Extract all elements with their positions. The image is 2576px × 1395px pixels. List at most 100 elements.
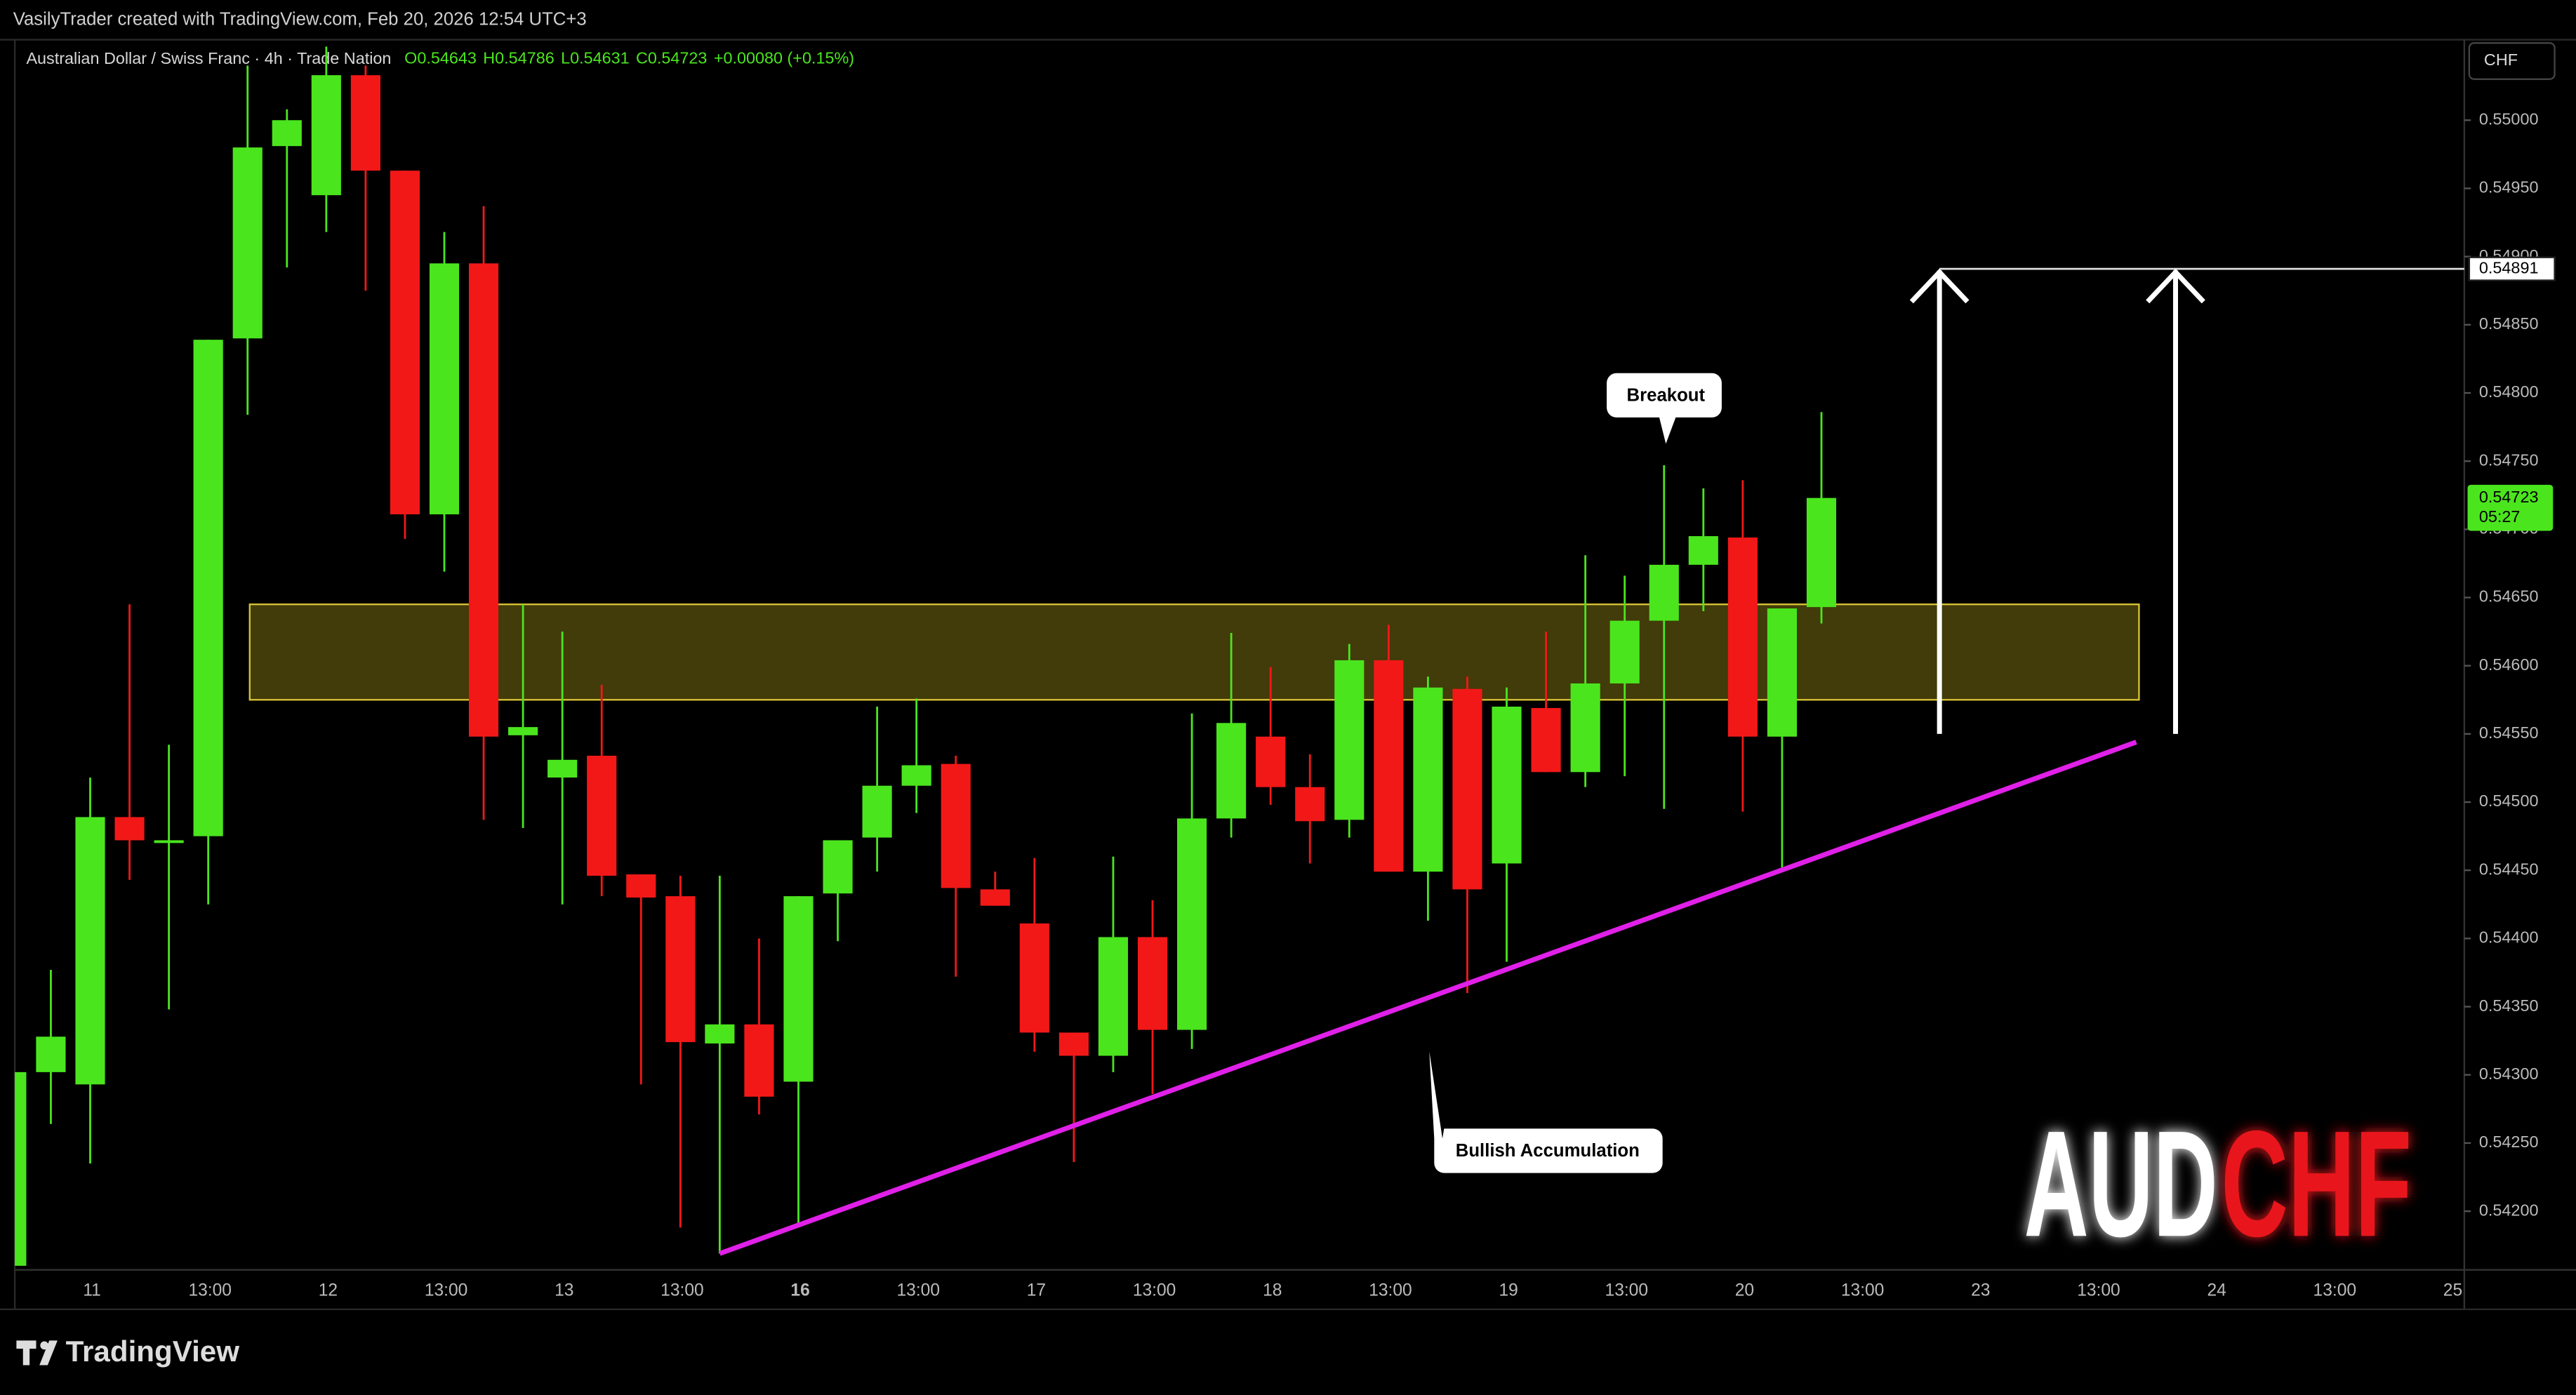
y-tick-label: 0.54550 [2479,723,2539,742]
candle-body [941,763,971,888]
x-tick-label: 25 [2443,1281,2462,1300]
change: +0.00080 (+0.15%) [714,49,854,67]
x-tick-label: 13:00 [1841,1281,1884,1300]
y-tick-label: 0.54200 [2479,1201,2539,1219]
x-tick-label: 18 [1263,1281,1282,1300]
y-tick-label: 0.54950 [2479,178,2539,196]
x-tick-label: 23 [1971,1281,1990,1300]
x-tick-label: 20 [1735,1281,1754,1300]
watermark-quote: CHF [2221,1099,2412,1268]
candle-body [1609,620,1640,683]
currency-box[interactable] [2468,42,2556,80]
y-tick-label: 0.54450 [2479,860,2539,878]
x-tick-label: 13:00 [1605,1281,1648,1300]
last-price-box [2467,484,2554,531]
x-tick-label: 12 [319,1281,338,1300]
candle-body [114,817,145,841]
candle-body [1688,536,1718,565]
brand: TradingView [66,1335,240,1368]
callout [1429,1051,1663,1173]
candle-body [783,896,814,1082]
candle-body [1492,707,1522,864]
candle-body [390,171,420,514]
y-tick-label: 0.54800 [2479,382,2539,401]
ohlc-value: H0.54786 [483,49,554,67]
x-tick-label: 13:00 [189,1281,232,1300]
y-tick-label: 0.54400 [2479,928,2539,947]
candle-body [1019,923,1049,1033]
watermark-base: AUD [2024,1099,2218,1268]
y-tick-label: 0.54850 [2479,314,2539,333]
candle-body [1767,608,1797,737]
candle-body [75,817,105,1085]
currency: CHF [2484,51,2518,69]
candle-body [1137,937,1168,1030]
candle-body [350,75,380,171]
annotation: Breakout [1627,385,1706,405]
candle-body [1256,736,1286,787]
ohlc-value: C0.54723 [636,49,707,67]
countdown: 05:27 [2479,507,2521,526]
x-tick-label: 13:00 [425,1281,467,1300]
y-tick-label: 0.55000 [2479,109,2539,128]
candle-body [154,840,184,843]
x-tick-label: 19 [1499,1281,1518,1300]
ohlc-legend: O0.54643 H0.54786 L0.54631 C0.54723 +0.00080… [404,49,854,67]
x-tick-label: 16 [790,1281,809,1300]
x-tick-label: 13:00 [2077,1281,2120,1300]
candle-body [232,147,263,339]
candle-body [193,340,223,836]
candle-body [665,896,696,1043]
candle-body [15,1072,27,1266]
y-tick-label: 0.54750 [2479,450,2539,469]
y-tick-label: 0.54250 [2479,1133,2539,1151]
x-tick-label: 13:00 [897,1281,940,1300]
x-tick-label: 24 [2207,1281,2226,1300]
candle-body [705,1024,735,1044]
logo: TradingView [16,1335,239,1368]
y-tick-label: 0.54300 [2479,1064,2539,1083]
x-tick-label: 13 [555,1281,573,1300]
candle-body [1570,683,1600,773]
x-tick-label: 17 [1027,1281,1046,1300]
legend-title: Australian Dollar / Swiss Franc · 4h · T… [26,49,391,67]
ohlc-value: O0.54643 [404,49,477,67]
candle-body [36,1036,66,1072]
candle-body [626,874,656,898]
candle-body [862,785,892,838]
candle-body [311,75,341,196]
candle-body [1216,723,1247,819]
candles [15,46,1837,1266]
candle-body [1334,660,1365,820]
candle-body [901,765,931,786]
candle-body [1452,688,1482,890]
candle-body [1177,818,1207,1030]
candle-body [980,889,1010,906]
candle-body [1806,498,1837,608]
ohlc-value: L0.54631 [561,49,630,67]
candle-body [468,263,499,737]
last-price: 0.54723 [2479,488,2539,506]
trendline [719,740,2137,1256]
x-tick-label: 13:00 [2313,1281,2356,1300]
logo-icon [40,1341,49,1350]
y-tick-label: 0.54350 [2479,996,2539,1015]
candle-body [429,263,460,514]
arrow-head [2146,268,2205,304]
candle-body [1531,707,1561,773]
candle-body [587,755,617,876]
target-price-box [2468,256,2556,281]
candle-body [1098,937,1129,1056]
resistance-zone [248,603,2140,701]
callout [1607,373,1722,444]
x-tick-label: 13:00 [1133,1281,1176,1300]
target-price: 0.54891 [2479,258,2539,276]
candle-body [508,727,538,735]
candle-body [547,759,578,778]
y-tick-label: 0.54600 [2479,655,2539,674]
x-tick-label: 13:00 [660,1281,703,1300]
x-tick-label: 13:00 [1369,1281,1412,1300]
x-tick-label: 11 [83,1281,100,1300]
